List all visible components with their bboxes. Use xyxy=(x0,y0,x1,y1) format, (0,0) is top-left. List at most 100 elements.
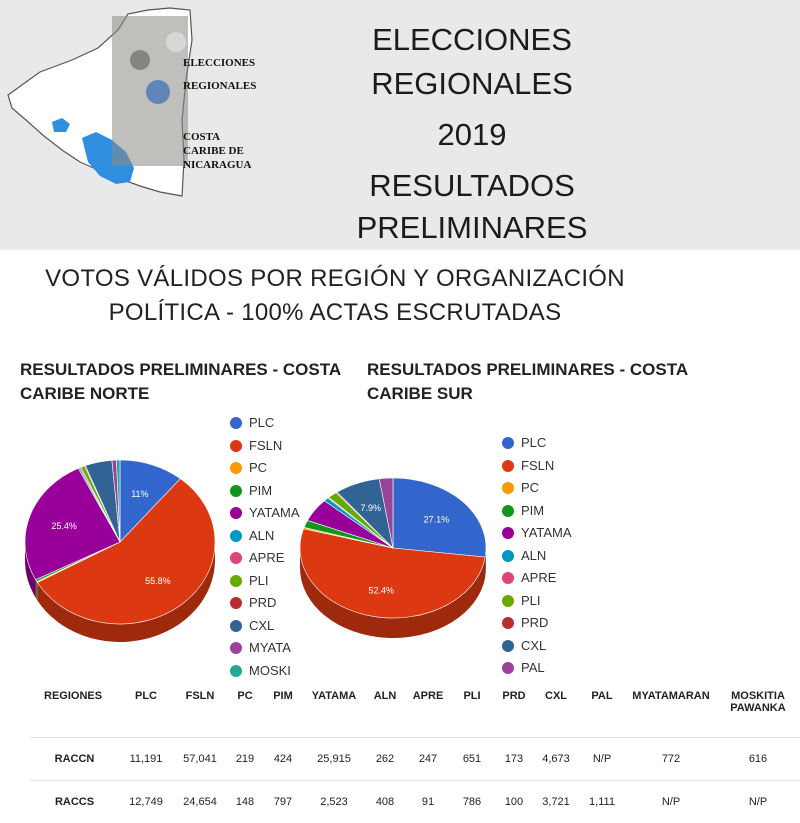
table-cell: 1,111 xyxy=(577,781,627,823)
table-cell: 100 xyxy=(493,781,535,823)
chart-title-norte: RESULTADOS PRELIMINARES - COSTA CARIBE N… xyxy=(20,358,357,406)
table-cell: 651 xyxy=(451,738,493,781)
legend-1-dot-fsln xyxy=(502,460,514,472)
table-cell: 2,523 xyxy=(303,781,365,823)
legend-1-label-yatama: YATAMA xyxy=(521,525,572,541)
header-banner: ELECCIONES REGIONALES COSTA CARIBE DE NI… xyxy=(0,0,800,250)
legend-0-label-pim: PIM xyxy=(249,483,272,499)
legend-1-label-pim: PIM xyxy=(521,503,544,519)
chart-title-sur-line-1: RESULTADOS PRELIMINARES - COSTA xyxy=(367,358,747,382)
legend-1-label-plc: PLC xyxy=(521,435,546,451)
table-cell: N/P xyxy=(627,781,715,823)
legend-1-dot-apre xyxy=(502,572,514,584)
chart-title-sur: RESULTADOS PRELIMINARES - COSTA CARIBE S… xyxy=(367,358,747,406)
table-header-pli: PLI xyxy=(451,680,493,738)
table-header-apre: APRE xyxy=(405,680,451,738)
table-header-myatamaran: MYATAMARAN xyxy=(627,680,715,738)
legend-0-label-fsln: FSLN xyxy=(249,438,282,454)
chart-title-norte-line-2: CARIBE NORTE xyxy=(20,382,357,406)
legend-0-dot-pc xyxy=(230,462,242,474)
legend-0-dot-cxl xyxy=(230,620,242,632)
table-cell: 408 xyxy=(365,781,405,823)
pie-chart-sur: 27.1%52.4%7.9% xyxy=(293,450,493,650)
logo-text-regionales: REGIONALES xyxy=(183,80,256,93)
table-cell: 786 xyxy=(451,781,493,823)
table-header-pal: PAL xyxy=(577,680,627,738)
table-header-plc: PLC xyxy=(119,680,173,738)
table-header-regiones: REGIONES xyxy=(30,680,119,738)
legend-1-dot-plc xyxy=(502,437,514,449)
legend-1-label-aln: ALN xyxy=(521,548,546,564)
legend-0-label-pli: PLI xyxy=(249,573,269,589)
legend-1-label-prd: PRD xyxy=(521,615,548,631)
table-cell: 25,915 xyxy=(303,738,365,781)
banner-title-line-2: REGIONALES xyxy=(342,66,602,102)
legend-0-dot-moski xyxy=(230,665,242,677)
banner-title-line-4: RESULTADOS xyxy=(342,168,602,204)
table-cell: 11,191 xyxy=(119,738,173,781)
legend-1-dot-aln xyxy=(502,550,514,562)
legend-1-label-apre: APRE xyxy=(521,570,556,586)
legend-1-dot-pc xyxy=(502,482,514,494)
table-header-aln: ALN xyxy=(365,680,405,738)
legend-0-label-apre: APRE xyxy=(249,550,284,566)
legend-0-dot-fsln xyxy=(230,440,242,452)
table-header-prd: PRD xyxy=(493,680,535,738)
pie-0-label-plc: 11% xyxy=(131,489,148,499)
legend-1-dot-prd xyxy=(502,617,514,629)
legend-0-dot-prd xyxy=(230,597,242,609)
pie-0-label-yatama: 25.4% xyxy=(51,521,77,531)
legend-1-label-cxl: CXL xyxy=(521,638,546,654)
pie-0-side-pc xyxy=(37,582,38,601)
subtitle-line-1: VOTOS VÁLIDOS POR REGIÓN Y ORGANIZACIÓN xyxy=(0,262,670,296)
subtitle-line-2: POLÍTICA - 100% ACTAS ESCRUTADAS xyxy=(0,296,670,330)
table-header-fsln: FSLN xyxy=(173,680,227,738)
pie-0-label-fsln: 55.8% xyxy=(145,576,171,586)
pie-chart-norte: 11% 55.8% 25.4% xyxy=(0,430,230,660)
legend-0-dot-myata xyxy=(230,642,242,654)
nicaragua-map-logo xyxy=(0,0,300,250)
legend-1-label-fsln: FSLN xyxy=(521,458,554,474)
table-cell: 91 xyxy=(405,781,451,823)
legend-1-dot-pim xyxy=(502,505,514,517)
table-cell: 4,673 xyxy=(535,738,577,781)
legend-0-label-yatama: YATAMA xyxy=(249,505,300,521)
legend-0-dot-aln xyxy=(230,530,242,542)
table-cell: 262 xyxy=(365,738,405,781)
banner-title-line-3: 2019 xyxy=(342,117,602,153)
legend-1-label-pal: PAL xyxy=(521,660,545,676)
table-region-cell: RACCN xyxy=(30,738,119,781)
table-header-moskitia-pawanka: MOSKITIA PAWANKA xyxy=(715,680,800,738)
table-cell: 173 xyxy=(493,738,535,781)
table-cell: 3,721 xyxy=(535,781,577,823)
chart-title-sur-line-2: CARIBE SUR xyxy=(367,382,747,406)
legend-0-dot-pim xyxy=(230,485,242,497)
legend-1-dot-yatama xyxy=(502,527,514,539)
legend-0-dot-pli xyxy=(230,575,242,587)
table-cell: 219 xyxy=(227,738,263,781)
legend-0-label-cxl: CXL xyxy=(249,618,274,634)
legend-1-dot-pli xyxy=(502,595,514,607)
page-subtitle: VOTOS VÁLIDOS POR REGIÓN Y ORGANIZACIÓN … xyxy=(0,262,670,330)
logo-text-nicaragua: NICARAGUA xyxy=(183,159,251,172)
table-cell: N/P xyxy=(577,738,627,781)
legend-1-dot-pal xyxy=(502,662,514,674)
logo-text-elecciones: ELECCIONES xyxy=(183,57,255,70)
legend-0-dot-yatama xyxy=(230,507,242,519)
legend-0-label-aln: ALN xyxy=(249,528,274,544)
pie-1-label-cxl: 7.9% xyxy=(360,503,381,513)
table-cell: 12,749 xyxy=(119,781,173,823)
table-header-cxl: CXL xyxy=(535,680,577,738)
legend-1-label-pli: PLI xyxy=(521,593,541,609)
banner-title-line-1: ELECCIONES xyxy=(342,22,602,58)
table-cell: 424 xyxy=(263,738,303,781)
pie-0-side-pim xyxy=(36,580,37,600)
table-cell: 57,041 xyxy=(173,738,227,781)
banner-title-line-5: PRELIMINARES xyxy=(342,210,602,246)
